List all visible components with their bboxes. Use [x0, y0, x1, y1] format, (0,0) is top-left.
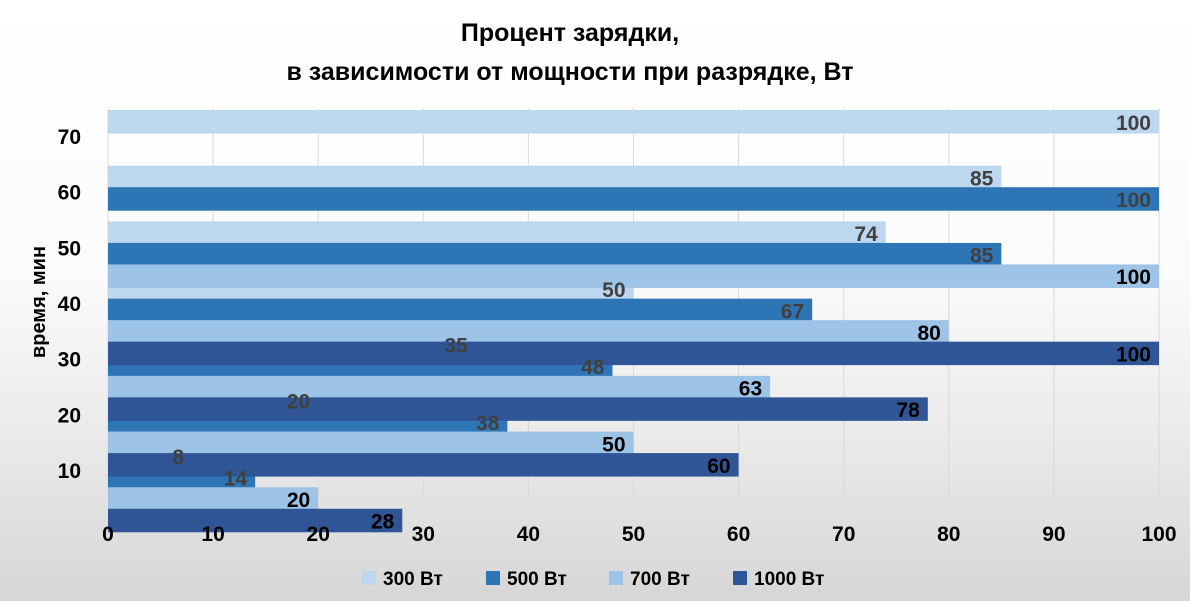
data-label: 85 [970, 167, 994, 190]
y-tick-label: 60 [58, 182, 81, 205]
legend-label: 700 Вт [630, 569, 690, 590]
legend-item: 1000 Вт [733, 569, 824, 590]
x-tick-label: 100 [1141, 523, 1176, 546]
x-tick-label: 50 [622, 523, 645, 546]
bar [108, 397, 928, 421]
data-label: 35 [444, 335, 468, 358]
data-label: 20 [287, 489, 310, 512]
data-label: 100 [1116, 343, 1151, 366]
bar [108, 453, 739, 477]
x-tick-label: 70 [832, 523, 855, 546]
x-tick-label: 40 [517, 523, 540, 546]
y-tick-label: 10 [58, 460, 81, 483]
data-label: 100 [1116, 189, 1151, 212]
bar [108, 341, 1159, 366]
x-tick-label: 60 [727, 523, 750, 546]
data-label: 28 [371, 511, 395, 534]
y-tick-label: 70 [58, 126, 81, 149]
bar [108, 508, 403, 533]
x-tick-label: 10 [201, 523, 224, 546]
y-tick-label: 20 [58, 404, 81, 427]
bar [108, 242, 1002, 267]
bars: 8 14 20 28 20 38 50 60 35 48 63 78 50 67 80 100 74 85 100 8… [108, 110, 1159, 534]
legend-swatch [609, 571, 623, 585]
bar [108, 431, 634, 456]
bar [108, 264, 1159, 288]
x-tick-label: 20 [307, 523, 330, 546]
x-tick-label: 90 [1042, 523, 1065, 546]
legend-label: 500 Вт [507, 569, 567, 590]
legend-swatch [486, 571, 500, 585]
bar [108, 221, 886, 245]
data-label: 38 [476, 412, 500, 435]
legend-label: 300 Вт [383, 569, 443, 590]
data-label: 50 [602, 433, 625, 456]
data-label: 78 [896, 399, 920, 422]
bar [108, 187, 1159, 211]
legend-item: 700 Вт [609, 569, 690, 590]
bar [108, 298, 813, 323]
bar [108, 375, 771, 400]
data-label: 100 [1116, 112, 1151, 135]
chart-title-line-1: Процент зарядки, [461, 19, 679, 47]
legend-item: 300 Вт [362, 569, 443, 590]
data-label: 20 [287, 390, 310, 413]
legend: 300 Вт 500 Вт 700 Вт 1000 Вт [362, 569, 824, 590]
data-label: 74 [854, 223, 878, 246]
data-label: 67 [781, 300, 804, 323]
data-label: 48 [581, 356, 605, 379]
chart-title-line-2: в зависимости от мощности при разрядке, … [286, 58, 853, 86]
y-tick-label: 30 [58, 349, 81, 372]
legend-item: 500 Вт [486, 569, 567, 590]
data-label: 100 [1116, 266, 1151, 289]
data-label: 63 [739, 378, 762, 401]
legend-swatch [362, 571, 376, 585]
legend-swatch [733, 571, 747, 585]
legend-label: 1000 Вт [754, 569, 824, 590]
x-tick-label: 0 [102, 523, 114, 546]
data-label: 14 [224, 468, 248, 491]
bar [108, 165, 1002, 190]
data-label: 80 [917, 322, 940, 345]
y-tick-label: 40 [58, 293, 81, 316]
data-label: 50 [602, 279, 625, 302]
data-label: 85 [970, 245, 994, 268]
bar [108, 320, 949, 344]
chart-title: Процент зарядки, в зависимости от мощнос… [286, 19, 853, 86]
y-axis-label: время, мин [28, 246, 50, 358]
data-label: 60 [707, 455, 730, 478]
y-tick-label: 50 [58, 237, 81, 260]
x-axis-ticks: 0 10 20 30 40 50 60 70 80 90 100 [102, 523, 1176, 546]
y-axis-ticks: 10 20 30 40 50 60 70 [58, 126, 81, 483]
data-label: 8 [172, 446, 184, 469]
x-tick-label: 80 [937, 523, 960, 546]
bar [108, 110, 1159, 134]
x-tick-label: 30 [412, 523, 435, 546]
bar [108, 487, 319, 511]
